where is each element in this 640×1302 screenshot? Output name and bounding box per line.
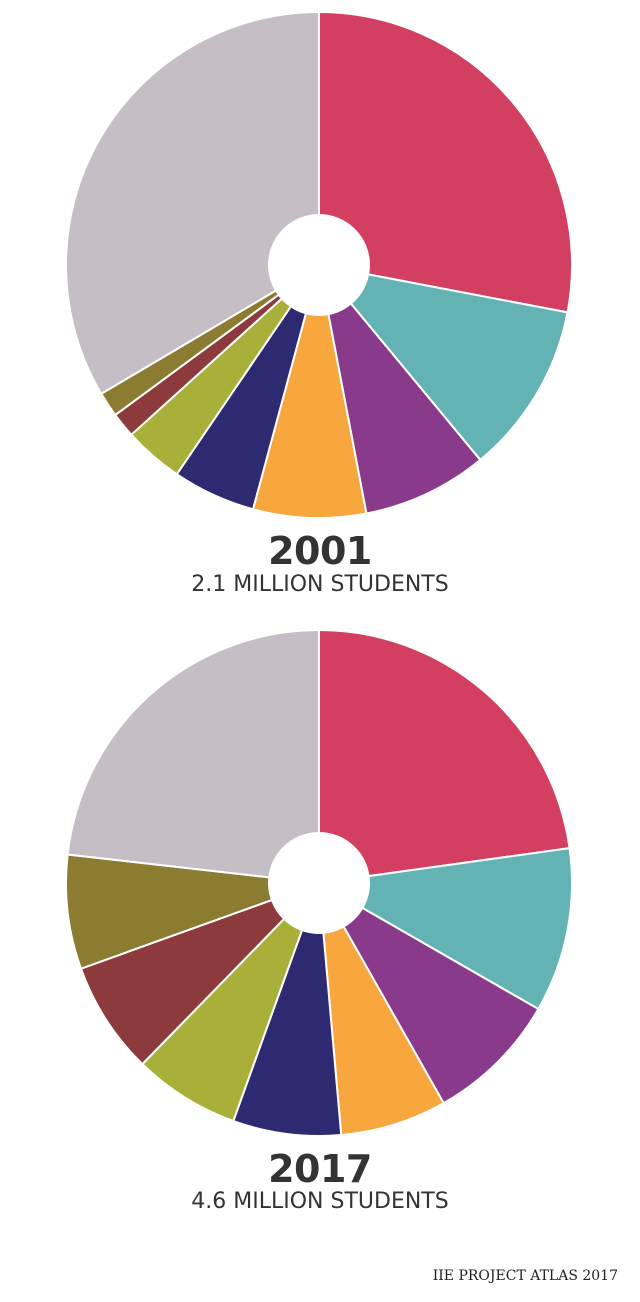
pie-slice-2017-4 <box>318 882 445 1137</box>
pie-slice-2017-5 <box>232 882 343 1137</box>
pie-center-hole-2017 <box>268 832 370 934</box>
pie-slice-2001-4 <box>252 264 368 519</box>
pie-slice-2017-1 <box>318 629 571 884</box>
pie-slice-2017-6 <box>141 882 320 1123</box>
source-credit: IIE PROJECT ATLAS 2017 <box>432 1268 618 1284</box>
pie-center-hole-2001 <box>268 214 370 316</box>
pie-slice-2017-8 <box>65 853 320 970</box>
students-2001-subtitle: 2.1 MILLION STUDENTS <box>191 572 449 597</box>
students-2017-subtitle: 4.6 MILLION STUDENTS <box>191 1189 449 1214</box>
pie-slice-2017-9 <box>66 629 320 884</box>
pie-slice-2017-2 <box>318 847 573 1011</box>
pie-slice-2001-9 <box>65 11 320 395</box>
pie-chart-2001 <box>65 11 573 519</box>
pie-chart-2017 <box>65 629 573 1137</box>
pie-slice-2001-1 <box>318 11 573 314</box>
pie-slice-2001-2 <box>318 264 569 461</box>
year-2017-title: 2017 <box>268 1147 372 1191</box>
pie-slice-2001-3 <box>318 264 482 515</box>
year-2001-title: 2001 <box>268 529 372 573</box>
pie-slice-2017-3 <box>318 882 540 1105</box>
pie-slice-2017-7 <box>79 882 320 1066</box>
